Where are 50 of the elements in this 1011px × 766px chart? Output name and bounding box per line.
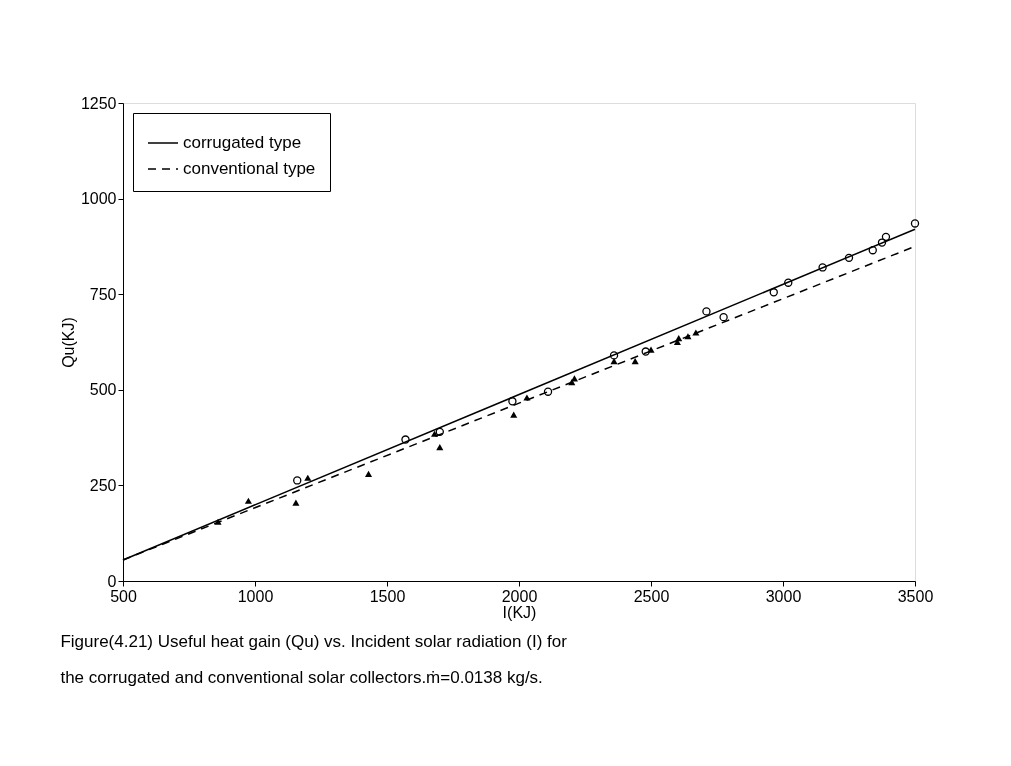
y-axis-title: Qu(KJ) [59,317,77,368]
point [508,397,517,406]
point [609,351,619,360]
point [769,288,778,297]
y-tick-label: 1250 [80,94,117,112]
y-tick-label: 500 [89,381,117,399]
point [292,499,300,506]
point [543,387,553,396]
text: Figure(4.21) Useful heat gain (Qu) vs. Incident solar radiation (I) for [60,632,568,651]
x-tick-label: 500 [110,587,137,605]
text: the corrugated and conventional solar collectors.ṁ=0.0138 kg/s. [60,668,543,687]
point [784,278,793,287]
point [877,238,887,247]
x-tick-label: 1500 [369,587,406,605]
point [244,497,252,504]
point [702,307,711,316]
point [435,427,444,437]
x-tick-label: 1000 [237,587,274,605]
y-tick-label: 0 [107,572,117,590]
point [910,219,920,228]
legend-label: conventional type [183,159,316,178]
point [641,347,650,356]
point [430,430,439,437]
point [523,394,531,401]
point [214,518,222,525]
x-tick-label: 3000 [765,587,802,605]
y-tick-label: 750 [89,285,117,303]
point [364,470,373,477]
point [647,346,655,353]
x-tick-label: 3500 [897,587,934,605]
point [675,335,683,342]
point [868,246,877,255]
point [304,474,312,481]
point [844,253,854,263]
x-tick-label: 2000 [501,587,538,605]
point [818,263,827,272]
y-tick-label: 1000 [80,190,117,208]
x-tick-label: 2500 [633,587,670,605]
point [692,329,700,336]
legend-label: corrugated type [183,133,302,152]
point [631,358,639,365]
point [293,476,302,485]
point [881,232,891,242]
point [510,411,518,418]
y-tick-label: 250 [89,476,117,494]
x-axis-title: I(KJ) [502,603,537,621]
point [719,312,728,322]
point [436,444,444,451]
point [401,435,410,444]
point [610,358,618,365]
